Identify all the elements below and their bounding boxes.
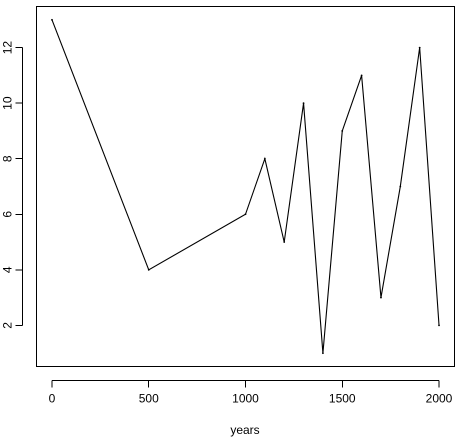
- y-axis: 2 4 6 8 10 12: [1, 41, 23, 329]
- x-axis-title: years: [230, 423, 259, 437]
- y-axis-tick-label: 4: [1, 266, 15, 273]
- data-point: [418, 46, 421, 49]
- data-point: [147, 268, 150, 271]
- x-axis-tick-label: 2000: [426, 392, 453, 406]
- data-point: [380, 296, 382, 299]
- data-point: [283, 241, 286, 243]
- x-axis-tick-label: 1500: [329, 392, 356, 406]
- x-axis-tick-label: 1000: [232, 392, 259, 406]
- x-axis-tick-label: 500: [139, 392, 159, 406]
- series-line: [51, 19, 440, 354]
- y-axis-tick-label: 2: [1, 322, 15, 329]
- y-axis-tick-label: 8: [1, 155, 15, 162]
- x-axis: 0 500 1000 1500 2000: [49, 380, 453, 406]
- data-point: [263, 157, 266, 160]
- data-point: [244, 213, 247, 216]
- plot-frame: [36, 6, 455, 367]
- data-point: [302, 102, 305, 105]
- y-axis-tick-label: 10: [1, 96, 15, 110]
- data-point: [322, 352, 324, 355]
- x-axis-tick-label: 0: [49, 392, 56, 406]
- y-axis-tick-label: 12: [1, 41, 15, 55]
- data-point: [360, 74, 363, 77]
- data-point: [399, 185, 402, 188]
- series-layer: [51, 18, 440, 355]
- data-point: [438, 324, 440, 327]
- y-axis-tick-label: 6: [1, 211, 15, 218]
- data-point: [51, 18, 53, 21]
- data-point: [341, 130, 344, 132]
